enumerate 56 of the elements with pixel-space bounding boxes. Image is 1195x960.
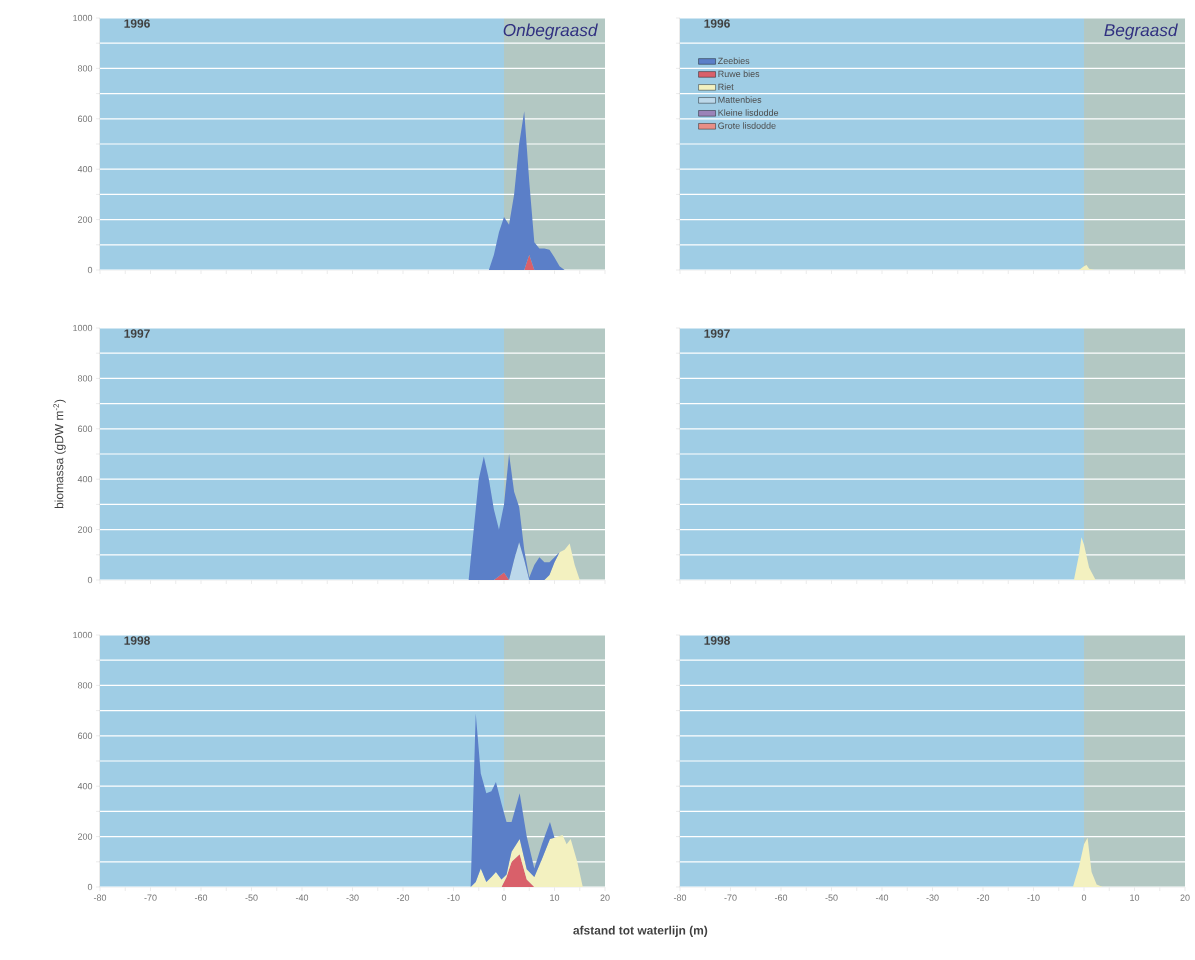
y-tick-label: 200 — [77, 833, 93, 840]
y-tick-label: 0 — [87, 266, 93, 274]
y-tick-label: 200 — [77, 526, 93, 533]
y-tick-label: 1000 — [73, 14, 93, 22]
y-tick-label: 200 — [77, 216, 93, 223]
y-tick-label: 800 — [77, 65, 93, 72]
x-tick-label: 20 — [1180, 894, 1190, 901]
y-axis-title: biomassa (gDW m$^{-2}$) — [53, 399, 66, 509]
x-tick-label: 10 — [1130, 894, 1140, 901]
y-tick-label: 800 — [77, 375, 93, 382]
x-tick-label: -40 — [295, 894, 309, 901]
x-tick-label: -50 — [245, 894, 258, 901]
y-tick-label: 1000 — [73, 631, 93, 639]
x-tick-label: -30 — [926, 894, 939, 901]
x-tick-label: -40 — [875, 894, 889, 901]
legend-label: Ruwe bies — [718, 70, 760, 78]
chart-title: 1998 — [124, 636, 150, 645]
y-tick-label: 0 — [87, 883, 93, 891]
x-axis-title: afstand tot waterlijn (m) — [573, 925, 708, 937]
x-tick-label: -30 — [346, 894, 359, 901]
y-tick-label: 600 — [77, 115, 93, 122]
y-tick-label: 1000 — [73, 324, 93, 332]
x-tick-label: -60 — [774, 894, 788, 901]
x-tick-label: -70 — [724, 894, 737, 901]
y-tick-label: 0 — [87, 576, 93, 584]
x-tick-label: -20 — [396, 894, 410, 901]
chart-title: 1998 — [704, 636, 730, 645]
x-tick-label: -10 — [1027, 894, 1040, 901]
x-tick-label: -50 — [825, 894, 838, 901]
y-tick-label: 400 — [77, 476, 93, 483]
annotation: Onbegraasd — [503, 23, 598, 40]
x-tick-label: -20 — [976, 894, 990, 901]
x-tick-label: -70 — [144, 894, 157, 901]
legend-label: Riet — [718, 83, 734, 90]
x-tick-label: 0 — [1081, 894, 1087, 901]
x-tick-label: -80 — [673, 894, 687, 901]
x-tick-label: 0 — [501, 894, 507, 901]
y-tick-label: 400 — [77, 783, 93, 790]
x-tick-label: 10 — [550, 894, 560, 901]
y-tick-label: 600 — [77, 425, 93, 432]
chart-title: 1996 — [704, 19, 730, 28]
x-tick-label: 20 — [600, 894, 610, 901]
chart-title: 1996 — [124, 19, 150, 28]
legend-label: Zeebies — [718, 57, 750, 65]
chart-title: 1997 — [704, 329, 730, 338]
chart-title: 1997 — [124, 329, 150, 338]
legend-label: Kleine lisdodde — [718, 109, 779, 116]
y-tick-label: 600 — [77, 732, 93, 739]
x-tick-label: -60 — [194, 894, 208, 901]
x-tick-label: -10 — [447, 894, 460, 901]
y-tick-label: 400 — [77, 166, 93, 173]
legend-label: Mattenbies — [718, 96, 762, 103]
annotation: Begraasd — [1104, 23, 1178, 40]
legend-label: Grote lisdodde — [718, 122, 776, 129]
y-tick-label: 800 — [77, 682, 93, 689]
x-tick-label: -80 — [93, 894, 107, 901]
